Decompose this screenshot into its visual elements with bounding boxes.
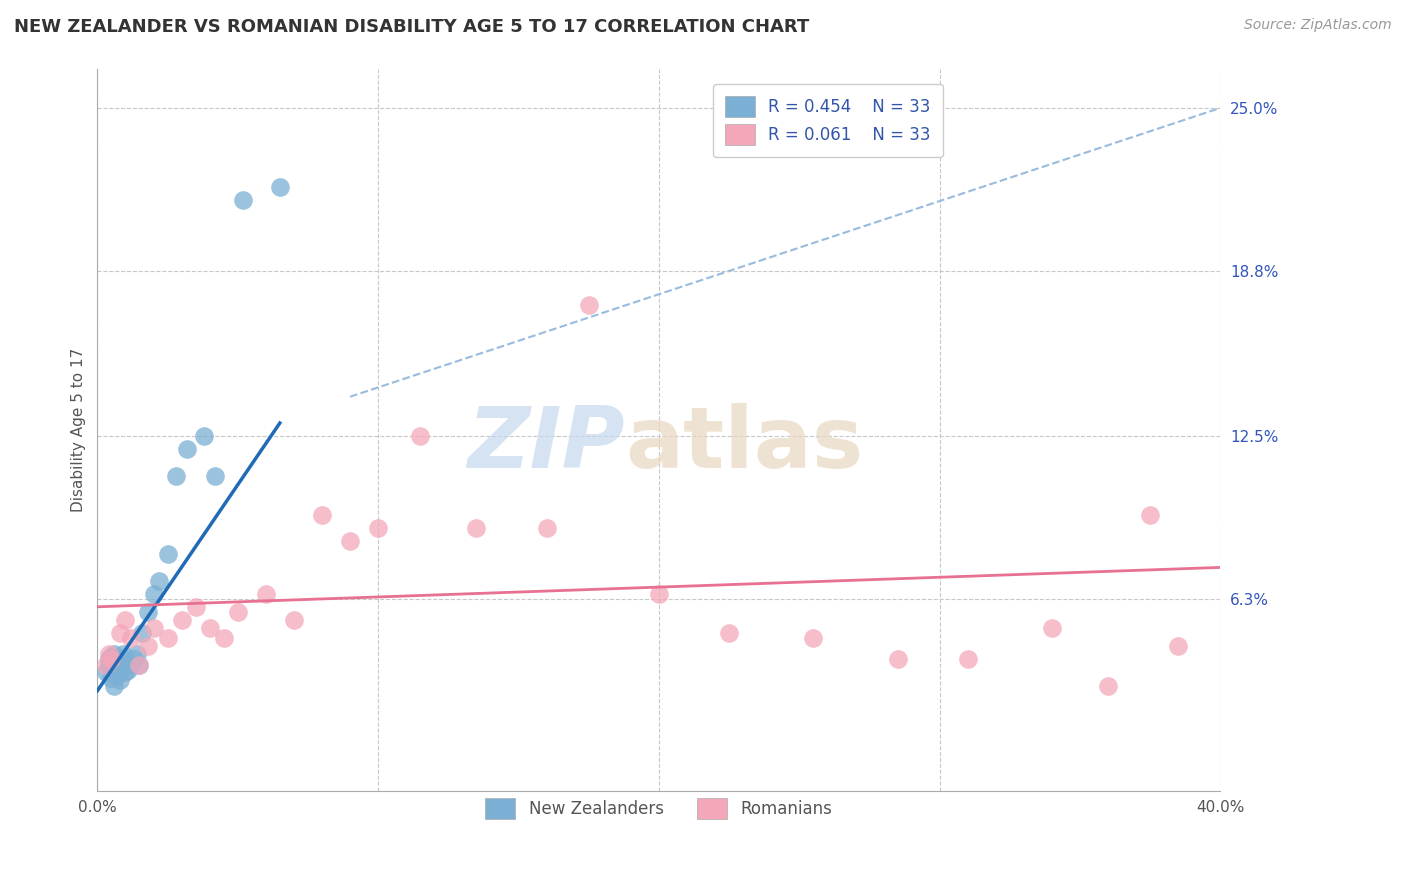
Text: atlas: atlas xyxy=(626,402,863,485)
Point xyxy=(108,663,131,677)
Point xyxy=(105,657,128,672)
Point xyxy=(142,587,165,601)
Point xyxy=(94,657,117,672)
Point xyxy=(254,587,277,601)
Point xyxy=(269,179,291,194)
Point xyxy=(465,521,488,535)
Point xyxy=(1040,621,1063,635)
Point xyxy=(204,468,226,483)
Point xyxy=(122,652,145,666)
Point xyxy=(111,657,134,672)
Point xyxy=(232,193,254,207)
Point xyxy=(198,621,221,635)
Point xyxy=(108,626,131,640)
Point xyxy=(128,657,150,672)
Point xyxy=(409,429,432,443)
Point xyxy=(311,508,333,522)
Point xyxy=(103,679,125,693)
Point xyxy=(131,626,153,640)
Point xyxy=(111,647,134,661)
Point xyxy=(128,657,150,672)
Point xyxy=(339,534,361,549)
Point xyxy=(156,547,179,561)
Point xyxy=(536,521,558,535)
Point xyxy=(170,613,193,627)
Point xyxy=(120,657,142,672)
Point xyxy=(212,632,235,646)
Point xyxy=(97,652,120,666)
Point xyxy=(176,442,198,457)
Point xyxy=(114,665,136,680)
Point xyxy=(801,632,824,646)
Point xyxy=(148,574,170,588)
Point xyxy=(226,605,249,619)
Point xyxy=(886,652,908,666)
Point xyxy=(718,626,741,640)
Point xyxy=(114,652,136,666)
Point xyxy=(97,647,120,661)
Point xyxy=(165,468,187,483)
Point xyxy=(1097,679,1119,693)
Point xyxy=(94,665,117,680)
Point xyxy=(100,652,122,666)
Point xyxy=(193,429,215,443)
Point xyxy=(103,663,125,677)
Point xyxy=(1139,508,1161,522)
Point xyxy=(142,621,165,635)
Point xyxy=(97,657,120,672)
Point xyxy=(100,649,122,664)
Point xyxy=(578,298,600,312)
Point xyxy=(103,647,125,661)
Point xyxy=(283,613,305,627)
Point xyxy=(136,639,159,653)
Text: NEW ZEALANDER VS ROMANIAN DISABILITY AGE 5 TO 17 CORRELATION CHART: NEW ZEALANDER VS ROMANIAN DISABILITY AGE… xyxy=(14,18,810,36)
Point xyxy=(1167,639,1189,653)
Text: Source: ZipAtlas.com: Source: ZipAtlas.com xyxy=(1244,18,1392,32)
Point xyxy=(117,663,139,677)
Point xyxy=(136,605,159,619)
Point xyxy=(100,660,122,674)
Point xyxy=(648,587,671,601)
Legend: New Zealanders, Romanians: New Zealanders, Romanians xyxy=(479,791,839,826)
Point xyxy=(105,668,128,682)
Y-axis label: Disability Age 5 to 17: Disability Age 5 to 17 xyxy=(72,348,86,512)
Point xyxy=(184,599,207,614)
Point xyxy=(956,652,979,666)
Point xyxy=(367,521,389,535)
Point xyxy=(114,613,136,627)
Point xyxy=(108,673,131,688)
Text: ZIP: ZIP xyxy=(468,402,626,485)
Point xyxy=(120,632,142,646)
Point xyxy=(156,632,179,646)
Point xyxy=(125,647,148,661)
Point xyxy=(100,671,122,685)
